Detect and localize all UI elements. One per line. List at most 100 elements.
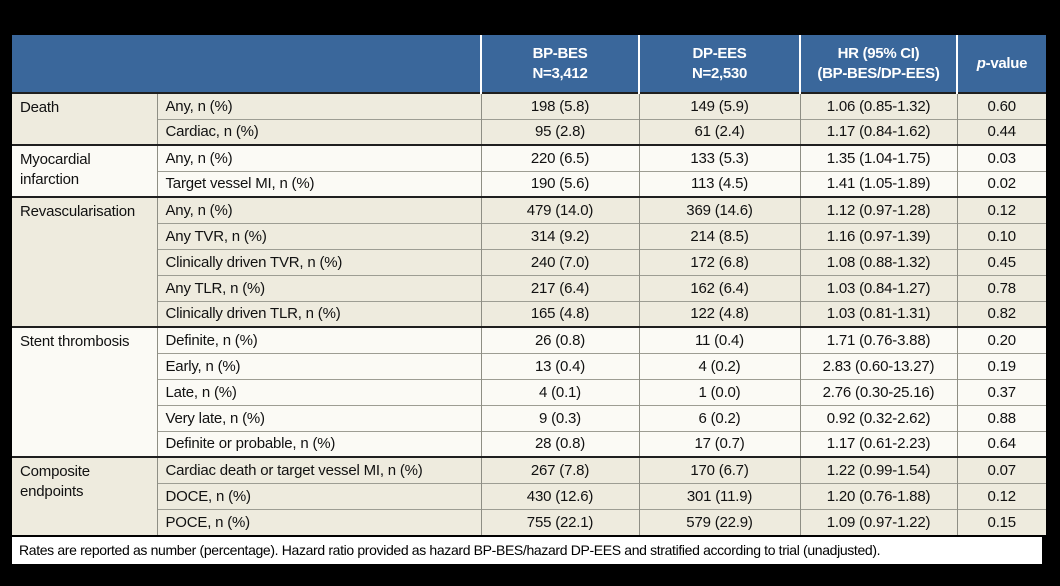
bpbes-value-cell: 26 (0.8) bbox=[480, 327, 639, 353]
pvalue-cell: 0.12 bbox=[956, 197, 1046, 223]
table-row: Revascularisation Any, n (%) 479 (14.0) 369… bbox=[12, 197, 1046, 327]
table-row: POCE, n (%) 755 (22.1) 579 (22.9) 1.09 (0.9… bbox=[12, 509, 1046, 535]
dpees-value-cell: 149 (5.9) bbox=[638, 93, 800, 119]
endpoint-cell: Clinically driven TLR, n (%) bbox=[156, 301, 481, 327]
endpoint-cell: Definite, n (%) bbox=[156, 327, 481, 353]
table-row: Stent thrombosis Definite, n (%) 26 (0.8) 1… bbox=[12, 327, 1046, 457]
table-row: Early, n (%) 13 (0.4) 4 (0.2) 2.83 (0.60-13… bbox=[12, 353, 1046, 379]
endpoint-cell: Very late, n (%) bbox=[156, 405, 481, 431]
pvalue-italic-p: p bbox=[976, 54, 986, 72]
column-header-dpees: DP-EES N=2,530 bbox=[638, 35, 800, 93]
hr-value-cell: 1.17 (0.84-1.62) bbox=[799, 119, 957, 145]
column-header-pvalue: p-value bbox=[956, 35, 1046, 93]
bpbes-value-cell: 430 (12.6) bbox=[480, 483, 639, 509]
bpbes-name: BP-BES bbox=[532, 45, 588, 62]
bpbes-value-cell: 95 (2.8) bbox=[480, 119, 639, 145]
dpees-value-cell: 1 (0.0) bbox=[638, 379, 800, 405]
dpees-value-cell: 162 (6.4) bbox=[638, 275, 800, 301]
outcomes-table: BP-BES N=3,412 DP-EES N=2,530 HR (95% CI… bbox=[10, 33, 1046, 566]
table-row: Myocardial infarction Any, n (%) 220 (6.5)… bbox=[12, 145, 1046, 197]
hr-value-cell: 1.41 (1.05-1.89) bbox=[799, 171, 957, 197]
hr-value-cell: 1.12 (0.97-1.28) bbox=[799, 197, 957, 223]
bpbes-value-cell: 220 (6.5) bbox=[480, 145, 639, 171]
category-cell: Myocardial infarction bbox=[12, 145, 157, 197]
pvalue-cell: 0.10 bbox=[956, 223, 1046, 249]
dpees-value-cell: 133 (5.3) bbox=[638, 145, 800, 171]
pvalue-cell: 0.78 bbox=[956, 275, 1046, 301]
dpees-value-cell: 301 (11.9) bbox=[638, 483, 800, 509]
table-row: Cardiac, n (%) 95 (2.8) 61 (2.4) 1.17 (0.84… bbox=[12, 119, 1046, 145]
bpbes-value-cell: 165 (4.8) bbox=[480, 301, 639, 327]
dpees-n: N=2,530 bbox=[691, 64, 748, 82]
dpees-value-cell: 113 (4.5) bbox=[638, 171, 800, 197]
table-row: Any TVR, n (%) 314 (9.2) 214 (8.5) 1.16 (0.… bbox=[12, 223, 1046, 249]
bpbes-n: N=3,412 bbox=[532, 64, 588, 82]
bpbes-value-cell: 240 (7.0) bbox=[480, 249, 639, 275]
hr-value-cell: 1.71 (0.76-3.88) bbox=[799, 327, 957, 353]
pvalue-cell: 0.88 bbox=[956, 405, 1046, 431]
dpees-value-cell: 61 (2.4) bbox=[638, 119, 800, 145]
endpoint-cell: Target vessel MI, n (%) bbox=[156, 171, 481, 197]
dpees-value-cell: 170 (6.7) bbox=[638, 457, 800, 483]
hr-value-cell: 1.16 (0.97-1.39) bbox=[799, 223, 957, 249]
pvalue-cell: 0.19 bbox=[956, 353, 1046, 379]
dpees-value-cell: 172 (6.8) bbox=[638, 249, 800, 275]
bpbes-value-cell: 755 (22.1) bbox=[480, 509, 639, 535]
pvalue-rest: -value bbox=[985, 54, 1028, 72]
dpees-value-cell: 11 (0.4) bbox=[638, 327, 800, 353]
dpees-value-cell: 122 (4.8) bbox=[638, 301, 800, 327]
endpoint-cell: Clinically driven TVR, n (%) bbox=[156, 249, 481, 275]
dpees-value-cell: 6 (0.2) bbox=[638, 405, 800, 431]
clinical-outcomes-table: BP-BES N=3,412 DP-EES N=2,530 HR (95% CI… bbox=[12, 35, 1046, 535]
endpoint-cell: Any, n (%) bbox=[156, 93, 481, 119]
table-row: Very late, n (%) 9 (0.3) 6 (0.2) 0.92 (0.32… bbox=[12, 405, 1046, 431]
pvalue-cell: 0.44 bbox=[956, 119, 1046, 145]
bpbes-value-cell: 198 (5.8) bbox=[480, 93, 639, 119]
hr-value-cell: 2.76 (0.30-25.16) bbox=[799, 379, 957, 405]
column-header-hr: HR (95% CI) (BP-BES/DP-EES) bbox=[799, 35, 957, 93]
endpoint-cell: Cardiac death or target vessel MI, n (%) bbox=[156, 457, 481, 483]
pvalue-cell: 0.15 bbox=[956, 509, 1046, 535]
dpees-name: DP-EES bbox=[692, 45, 747, 62]
pvalue-cell: 0.37 bbox=[956, 379, 1046, 405]
header-empty-cell bbox=[12, 35, 481, 93]
pvalue-cell: 0.12 bbox=[956, 483, 1046, 509]
table-row: Death Any, n (%) 198 (5.8) 149 (5.9) 1.06 (0… bbox=[12, 93, 1046, 145]
bpbes-value-cell: 267 (7.8) bbox=[480, 457, 639, 483]
hr-label: HR (95% CI) bbox=[837, 45, 920, 62]
bpbes-value-cell: 9 (0.3) bbox=[480, 405, 639, 431]
bpbes-value-cell: 314 (9.2) bbox=[480, 223, 639, 249]
endpoint-cell: Any TVR, n (%) bbox=[156, 223, 481, 249]
table-row: Late, n (%) 4 (0.1) 1 (0.0) 2.76 (0.30-25.1… bbox=[12, 379, 1046, 405]
bpbes-value-cell: 217 (6.4) bbox=[480, 275, 639, 301]
column-header-bpbes: BP-BES N=3,412 bbox=[480, 35, 639, 93]
pvalue-cell: 0.07 bbox=[956, 457, 1046, 483]
table-row: Composite endpoints Cardiac death or targ… bbox=[12, 457, 1046, 535]
hr-value-cell: 1.22 (0.99-1.54) bbox=[799, 457, 957, 483]
category-cell: Composite endpoints bbox=[12, 457, 157, 535]
pvalue-cell: 0.03 bbox=[956, 145, 1046, 171]
hr-value-cell: 1.20 (0.76-1.88) bbox=[799, 483, 957, 509]
pvalue-cell: 0.20 bbox=[956, 327, 1046, 353]
pvalue-cell: 0.64 bbox=[956, 431, 1046, 457]
bpbes-value-cell: 13 (0.4) bbox=[480, 353, 639, 379]
dpees-value-cell: 369 (14.6) bbox=[638, 197, 800, 223]
pvalue-cell: 0.02 bbox=[956, 171, 1046, 197]
hr-value-cell: 1.08 (0.88-1.32) bbox=[799, 249, 957, 275]
header-row: BP-BES N=3,412 DP-EES N=2,530 HR (95% CI… bbox=[12, 35, 1046, 93]
endpoint-cell: Any, n (%) bbox=[156, 145, 481, 171]
endpoint-cell: Late, n (%) bbox=[156, 379, 481, 405]
category-cell: Death bbox=[12, 93, 157, 145]
hr-value-cell: 1.09 (0.97-1.22) bbox=[799, 509, 957, 535]
hr-value-cell: 0.92 (0.32-2.62) bbox=[799, 405, 957, 431]
dpees-value-cell: 17 (0.7) bbox=[638, 431, 800, 457]
hr-value-cell: 1.35 (1.04-1.75) bbox=[799, 145, 957, 171]
bpbes-value-cell: 4 (0.1) bbox=[480, 379, 639, 405]
category-cell: Revascularisation bbox=[12, 197, 157, 327]
pvalue-cell: 0.60 bbox=[956, 93, 1046, 119]
table-row: DOCE, n (%) 430 (12.6) 301 (11.9) 1.20 (0.7… bbox=[12, 483, 1046, 509]
category-cell: Stent thrombosis bbox=[12, 327, 157, 457]
endpoint-cell: Any TLR, n (%) bbox=[156, 275, 481, 301]
hr-value-cell: 2.83 (0.60-13.27) bbox=[799, 353, 957, 379]
table-row: Clinically driven TLR, n (%) 165 (4.8) 122… bbox=[12, 301, 1046, 327]
